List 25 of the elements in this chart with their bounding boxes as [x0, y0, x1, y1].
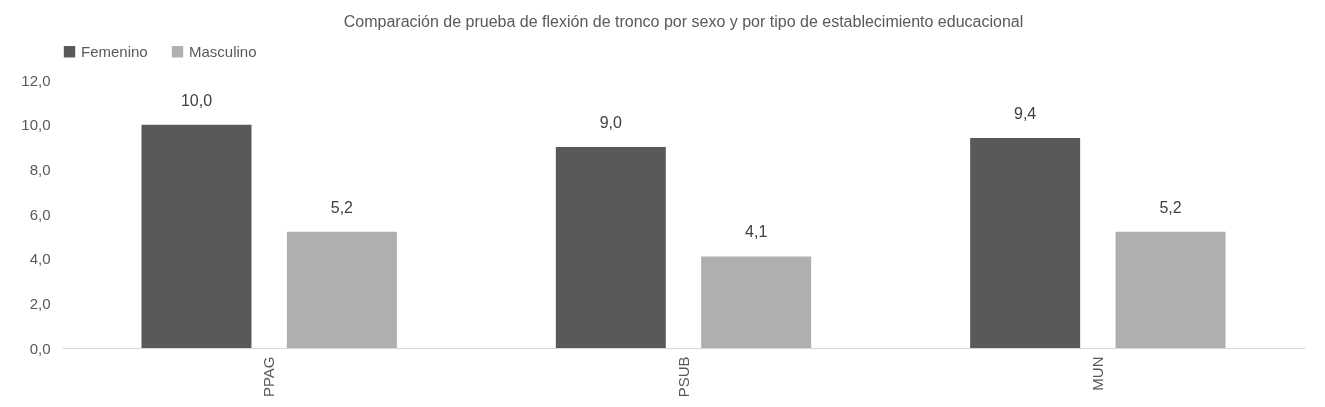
x-tick-label: MUN — [1088, 356, 1106, 391]
data-label: 10,0 — [180, 91, 213, 109]
bar — [555, 147, 666, 348]
x-tick-label: PPAG — [260, 356, 278, 398]
bar — [970, 138, 1081, 348]
bar — [1115, 231, 1226, 348]
chart-title: Comparación de prueba de flexión de tronco por sexo y por tipo de establecimiento educacional — [343, 13, 1024, 30]
data-label: 5,2 — [1159, 198, 1182, 216]
bar — [141, 124, 252, 348]
y-tick-label: 0,0 — [29, 339, 51, 357]
legend-label: Femenino — [81, 42, 148, 60]
data-label: 5,2 — [330, 198, 354, 216]
bar — [701, 256, 812, 348]
data-label: 9,4 — [1014, 105, 1037, 123]
legend-label: Masculino — [189, 42, 257, 60]
y-tick-label: 10,0 — [21, 116, 51, 134]
y-tick-label: 4,0 — [29, 250, 51, 268]
data-label: 9,0 — [599, 114, 623, 131]
x-tick-label: PSUB — [674, 356, 692, 398]
y-tick-label: 2,0 — [29, 294, 51, 312]
y-tick-label: 8,0 — [29, 160, 51, 178]
bar — [286, 231, 397, 348]
y-tick-label: 6,0 — [29, 205, 51, 223]
y-tick-label: 12,0 — [21, 71, 51, 89]
data-label: 4,1 — [745, 223, 768, 241]
